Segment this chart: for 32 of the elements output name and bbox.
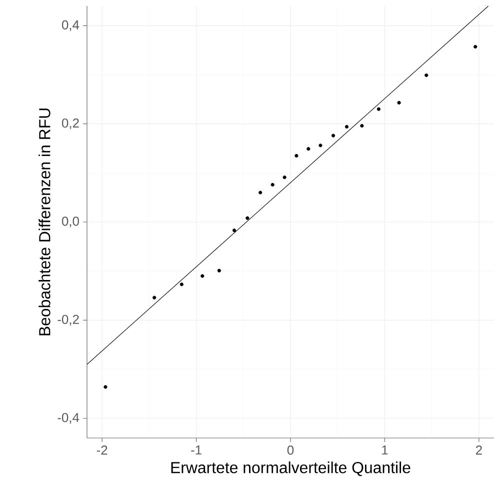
point — [270, 182, 274, 186]
point — [474, 44, 478, 49]
point — [246, 216, 250, 220]
y-tick-label: 0,0 — [62, 216, 79, 228]
y-tick-label: -0,4 — [58, 413, 80, 424]
point — [232, 228, 236, 232]
x-tick-label: 2 — [476, 446, 482, 455]
point — [344, 124, 349, 129]
point — [424, 73, 428, 78]
point — [282, 176, 286, 180]
x-tick-label: 0 — [287, 446, 294, 455]
point — [104, 385, 108, 389]
y-tick-label: 0,2 — [62, 118, 79, 130]
x-tick-label: -2 — [96, 446, 108, 455]
x-tick-label: 1 — [382, 446, 388, 454]
point — [180, 282, 184, 286]
point — [397, 100, 401, 105]
point — [331, 134, 336, 138]
point — [318, 144, 322, 148]
point — [294, 154, 298, 158]
point — [200, 274, 204, 278]
y-tick-label: -0,2 — [58, 314, 79, 326]
y-axis-title: Beobachtete Differenzen in RFU — [38, 108, 50, 336]
y-tick-label: 0,4 — [62, 20, 80, 31]
point — [306, 147, 310, 151]
point — [217, 268, 221, 272]
point — [152, 296, 156, 300]
point — [376, 107, 380, 111]
x-tick-label: -1 — [191, 446, 202, 454]
point — [360, 124, 364, 128]
x-axis-title: Erwartete normalverteilte Quantile — [171, 462, 410, 476]
point — [258, 190, 262, 194]
